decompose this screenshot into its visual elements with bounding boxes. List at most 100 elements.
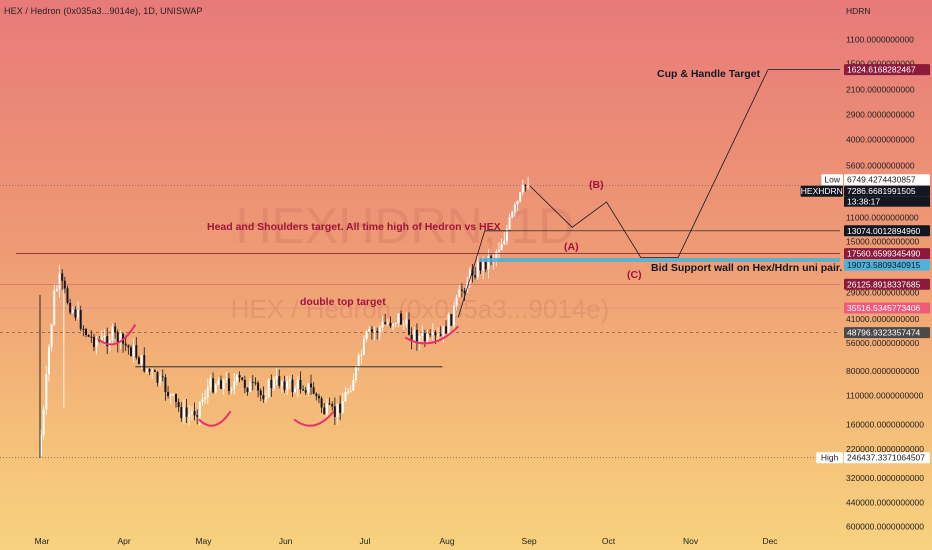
- candle-body: [280, 381, 283, 386]
- candle-body: [235, 375, 238, 382]
- candle-body: [272, 379, 275, 388]
- candle-body: [341, 401, 344, 414]
- price-label-tag-box: [816, 452, 843, 464]
- candle-body: [310, 383, 313, 388]
- candle-body: [243, 379, 246, 389]
- candle-body: [201, 399, 204, 403]
- candle-body: [217, 380, 220, 385]
- candle-body: [302, 389, 305, 391]
- pattern-arc: [293, 410, 335, 427]
- candle-body: [100, 337, 103, 341]
- candle-body: [304, 390, 307, 393]
- candle-body: [376, 330, 379, 333]
- candle-body: [415, 329, 418, 343]
- price-label-value: 6749.4274430857: [847, 175, 916, 185]
- price-tick-label: 15000.0000000000: [846, 236, 920, 246]
- candle-body: [317, 396, 320, 399]
- price-tick-label: 4000.0000000000: [846, 134, 915, 144]
- candle-body: [392, 323, 395, 327]
- candle-body: [225, 378, 228, 381]
- candle-body: [71, 309, 74, 313]
- candle-body: [389, 322, 392, 327]
- candle-body: [267, 379, 270, 398]
- support-wall-label: Bid Support wall on Hex/Hdrn uni pair.: [651, 262, 842, 274]
- candle-body: [405, 319, 408, 325]
- candle-body: [182, 407, 185, 418]
- price-label-box: [844, 302, 930, 314]
- candle-body: [291, 379, 294, 393]
- candle-body: [143, 355, 146, 372]
- time-axis-label: Apr: [117, 536, 130, 546]
- candle-body: [148, 368, 151, 372]
- candle-body: [476, 261, 479, 278]
- time-axis-label: Oct: [602, 536, 616, 546]
- candle-body: [275, 376, 278, 380]
- candle-body: [294, 388, 297, 393]
- price-label-box: [844, 64, 930, 76]
- candle-body: [368, 328, 371, 332]
- candle-body: [288, 379, 291, 382]
- candle-body: [373, 330, 376, 333]
- candle-body: [505, 229, 508, 241]
- candle-body: [431, 332, 434, 335]
- candle-body: [58, 273, 61, 289]
- candle-body: [161, 376, 164, 378]
- price-label-tag-box: [821, 174, 843, 186]
- price-label-value: 19073.5809340915: [847, 260, 921, 270]
- price-label-value: 17560.6599345490: [847, 249, 921, 259]
- candle-body: [410, 334, 413, 341]
- price-label-box: [844, 248, 930, 260]
- chart-title: HEX / Hedron (0x035a3...9014e), 1D, UNIS…: [4, 6, 203, 16]
- candle-body: [103, 336, 106, 338]
- candle-body: [82, 328, 85, 330]
- price-label-value: 13074.0012894960: [847, 226, 921, 236]
- candle-body: [397, 313, 400, 323]
- candle-body: [233, 381, 236, 390]
- price-tick-label: 80000.0000000000: [846, 366, 920, 376]
- candle-body: [135, 345, 138, 358]
- pattern-arc: [198, 410, 232, 427]
- pattern-arc: [97, 324, 137, 346]
- candle-body: [206, 387, 209, 398]
- time-axis-label: Nov: [683, 536, 699, 546]
- wave-a-label: (A): [564, 241, 579, 253]
- candle-body: [198, 402, 201, 417]
- price-tick-label: 160000.0000000000: [846, 419, 924, 429]
- candle-body: [127, 345, 130, 348]
- candle-body: [111, 326, 114, 341]
- candle-body: [511, 212, 514, 218]
- price-tick-label: 56000.0000000000: [846, 338, 920, 348]
- candle-body: [447, 314, 450, 334]
- candle-body: [249, 381, 252, 393]
- candle-body: [116, 332, 119, 344]
- candle-body: [333, 406, 336, 417]
- candle-body: [140, 355, 143, 365]
- candle-body: [193, 411, 196, 416]
- candle-body: [407, 319, 410, 335]
- candle-body: [145, 368, 148, 372]
- candle-body: [45, 374, 48, 410]
- price-tick-label: 41000.0000000000: [846, 314, 920, 324]
- price-label-box: [844, 174, 930, 186]
- watermark-symbol: HEXHDRN, 1D: [236, 198, 575, 254]
- candle-body: [299, 379, 302, 390]
- candle-body: [325, 403, 328, 414]
- candle-body: [413, 329, 416, 341]
- candle-body: [479, 261, 482, 271]
- candle-body: [460, 289, 463, 291]
- price-tick-label: 440000.0000000000: [846, 498, 924, 508]
- candle-body: [394, 322, 397, 324]
- price-tick-label: 1500.0000000000: [846, 58, 915, 68]
- candle-body: [153, 370, 156, 372]
- candle-body: [307, 383, 310, 393]
- candle-body: [418, 336, 421, 343]
- candle-body: [421, 332, 424, 337]
- candle-body: [196, 415, 199, 417]
- price-label-value: 48796.9323357474: [847, 328, 921, 338]
- candle-body: [468, 269, 471, 284]
- candle-body: [471, 269, 474, 276]
- candle-body: [132, 345, 135, 357]
- candle-body: [370, 328, 373, 333]
